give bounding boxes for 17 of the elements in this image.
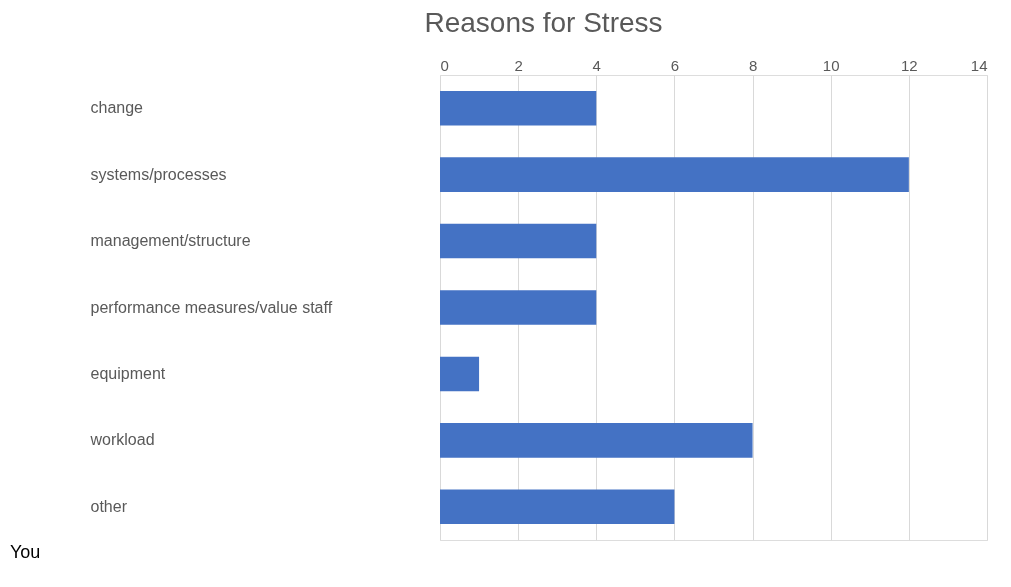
x-tick-label: 0 xyxy=(440,56,449,74)
y-tick-label: workload xyxy=(89,431,155,449)
y-tick-label: equipment xyxy=(90,364,166,382)
x-tick-label: 4 xyxy=(592,56,601,74)
x-tick-label: 8 xyxy=(748,56,758,74)
x-tick-label: 10 xyxy=(822,56,840,74)
y-tick-label: performance measures/value staff xyxy=(90,298,333,316)
chart-title: Reasons for Stress xyxy=(424,7,663,38)
text: You xyxy=(10,542,41,562)
y-tick-label: management/structure xyxy=(90,232,251,250)
x-tick-label: 2 xyxy=(514,56,523,74)
y-tick-label: change xyxy=(90,99,144,117)
x-tick-label: 14 xyxy=(970,56,988,74)
y-tick-label: systems/processes xyxy=(90,165,227,183)
x-tick-label: 6 xyxy=(670,56,680,74)
y-tick-label: other xyxy=(90,497,128,515)
x-tick-label: 12 xyxy=(901,56,918,74)
